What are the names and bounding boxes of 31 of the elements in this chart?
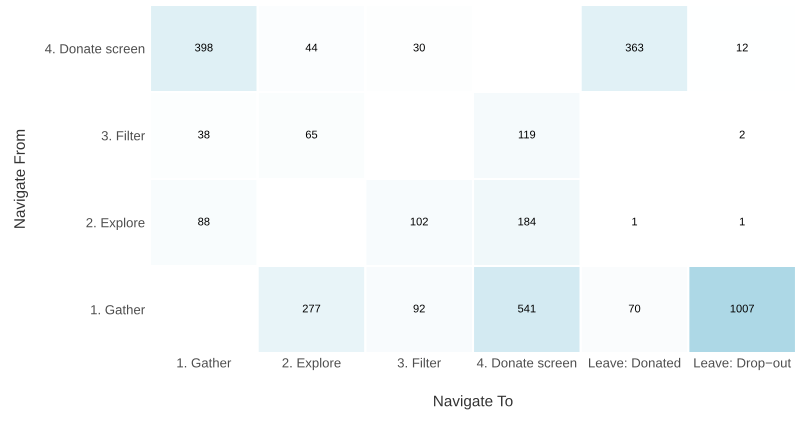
- y-tick-label: 1. Gather: [91, 304, 145, 314]
- data-label: 38: [198, 130, 210, 138]
- data-label: 102: [410, 218, 428, 226]
- x-tick-label: 1. Gather: [177, 358, 232, 368]
- x-tick-label: 3. Filter: [398, 358, 441, 368]
- y-tick-label: 4. Donate screen: [44, 44, 144, 54]
- x-axis-title: Navigate To: [434, 395, 513, 410]
- data-label: 541: [518, 304, 536, 312]
- data-label: 70: [628, 304, 640, 312]
- y-axis-title: Navigate From: [14, 130, 28, 228]
- data-label: 277: [302, 304, 320, 312]
- x-tick-label: Leave: Drop−out: [694, 358, 792, 370]
- data-label: 119: [518, 130, 536, 138]
- x-tick-label: 2. Explore: [282, 358, 341, 370]
- data-label: 30: [413, 44, 425, 52]
- y-tick-label: 3. Filter: [102, 130, 145, 140]
- data-label: 65: [306, 130, 318, 138]
- data-label: 92: [414, 304, 425, 312]
- data-label: 1: [632, 218, 638, 226]
- data-label: 1007: [730, 304, 754, 312]
- data-label: 398: [194, 44, 213, 52]
- x-tick-label: 4. Donate screen: [476, 358, 576, 368]
- data-label: 88: [198, 218, 210, 226]
- data-label: 44: [306, 44, 318, 52]
- y-tick-label: 2. Explore: [86, 218, 145, 230]
- data-label: 1: [740, 218, 745, 226]
- data-label: 2: [740, 130, 745, 138]
- data-label: 184: [518, 218, 536, 226]
- x-tick-label: Leave: Donated: [589, 358, 680, 368]
- data-label: 363: [626, 44, 644, 52]
- data-label: 12: [736, 44, 748, 52]
